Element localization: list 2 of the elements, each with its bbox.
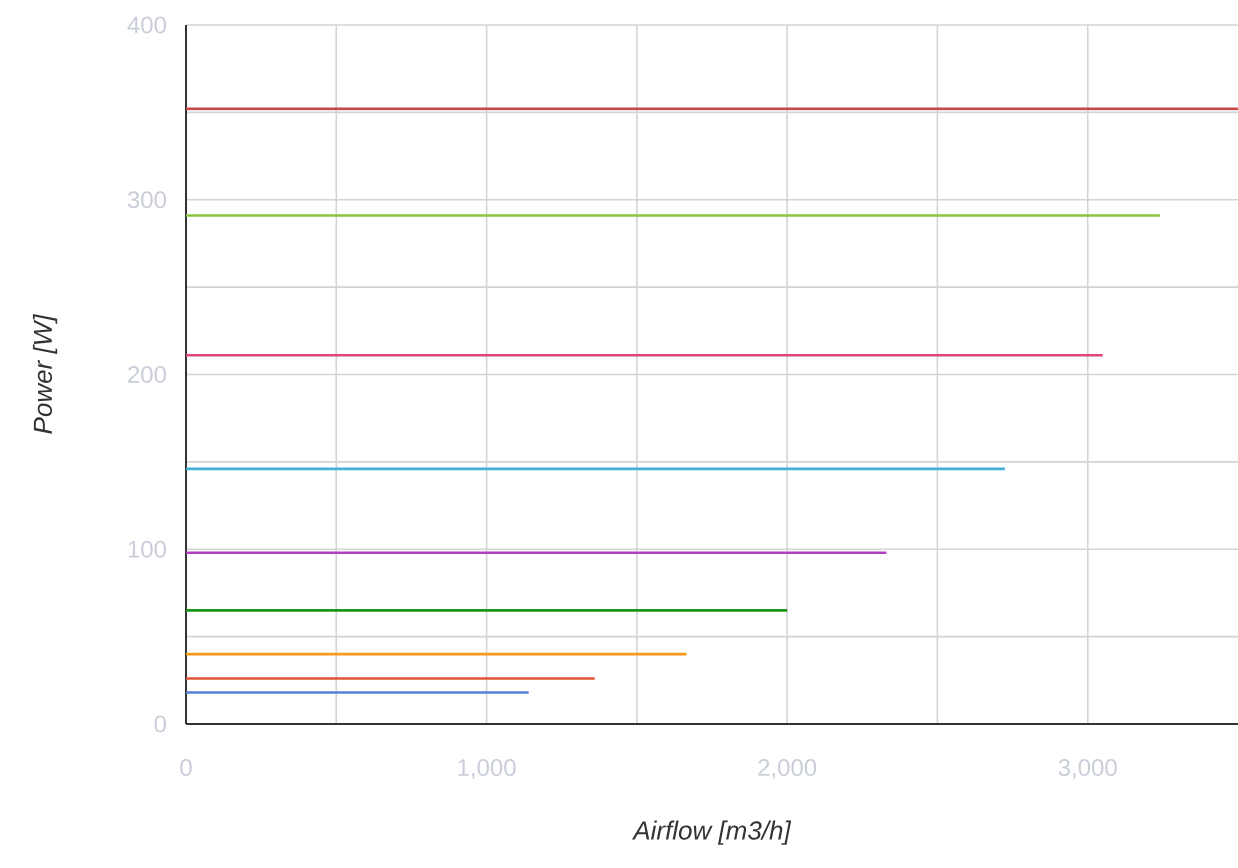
x-axis-title: Airflow [m3/h] <box>631 820 792 845</box>
y-axis-title: Power [W] <box>32 314 58 434</box>
